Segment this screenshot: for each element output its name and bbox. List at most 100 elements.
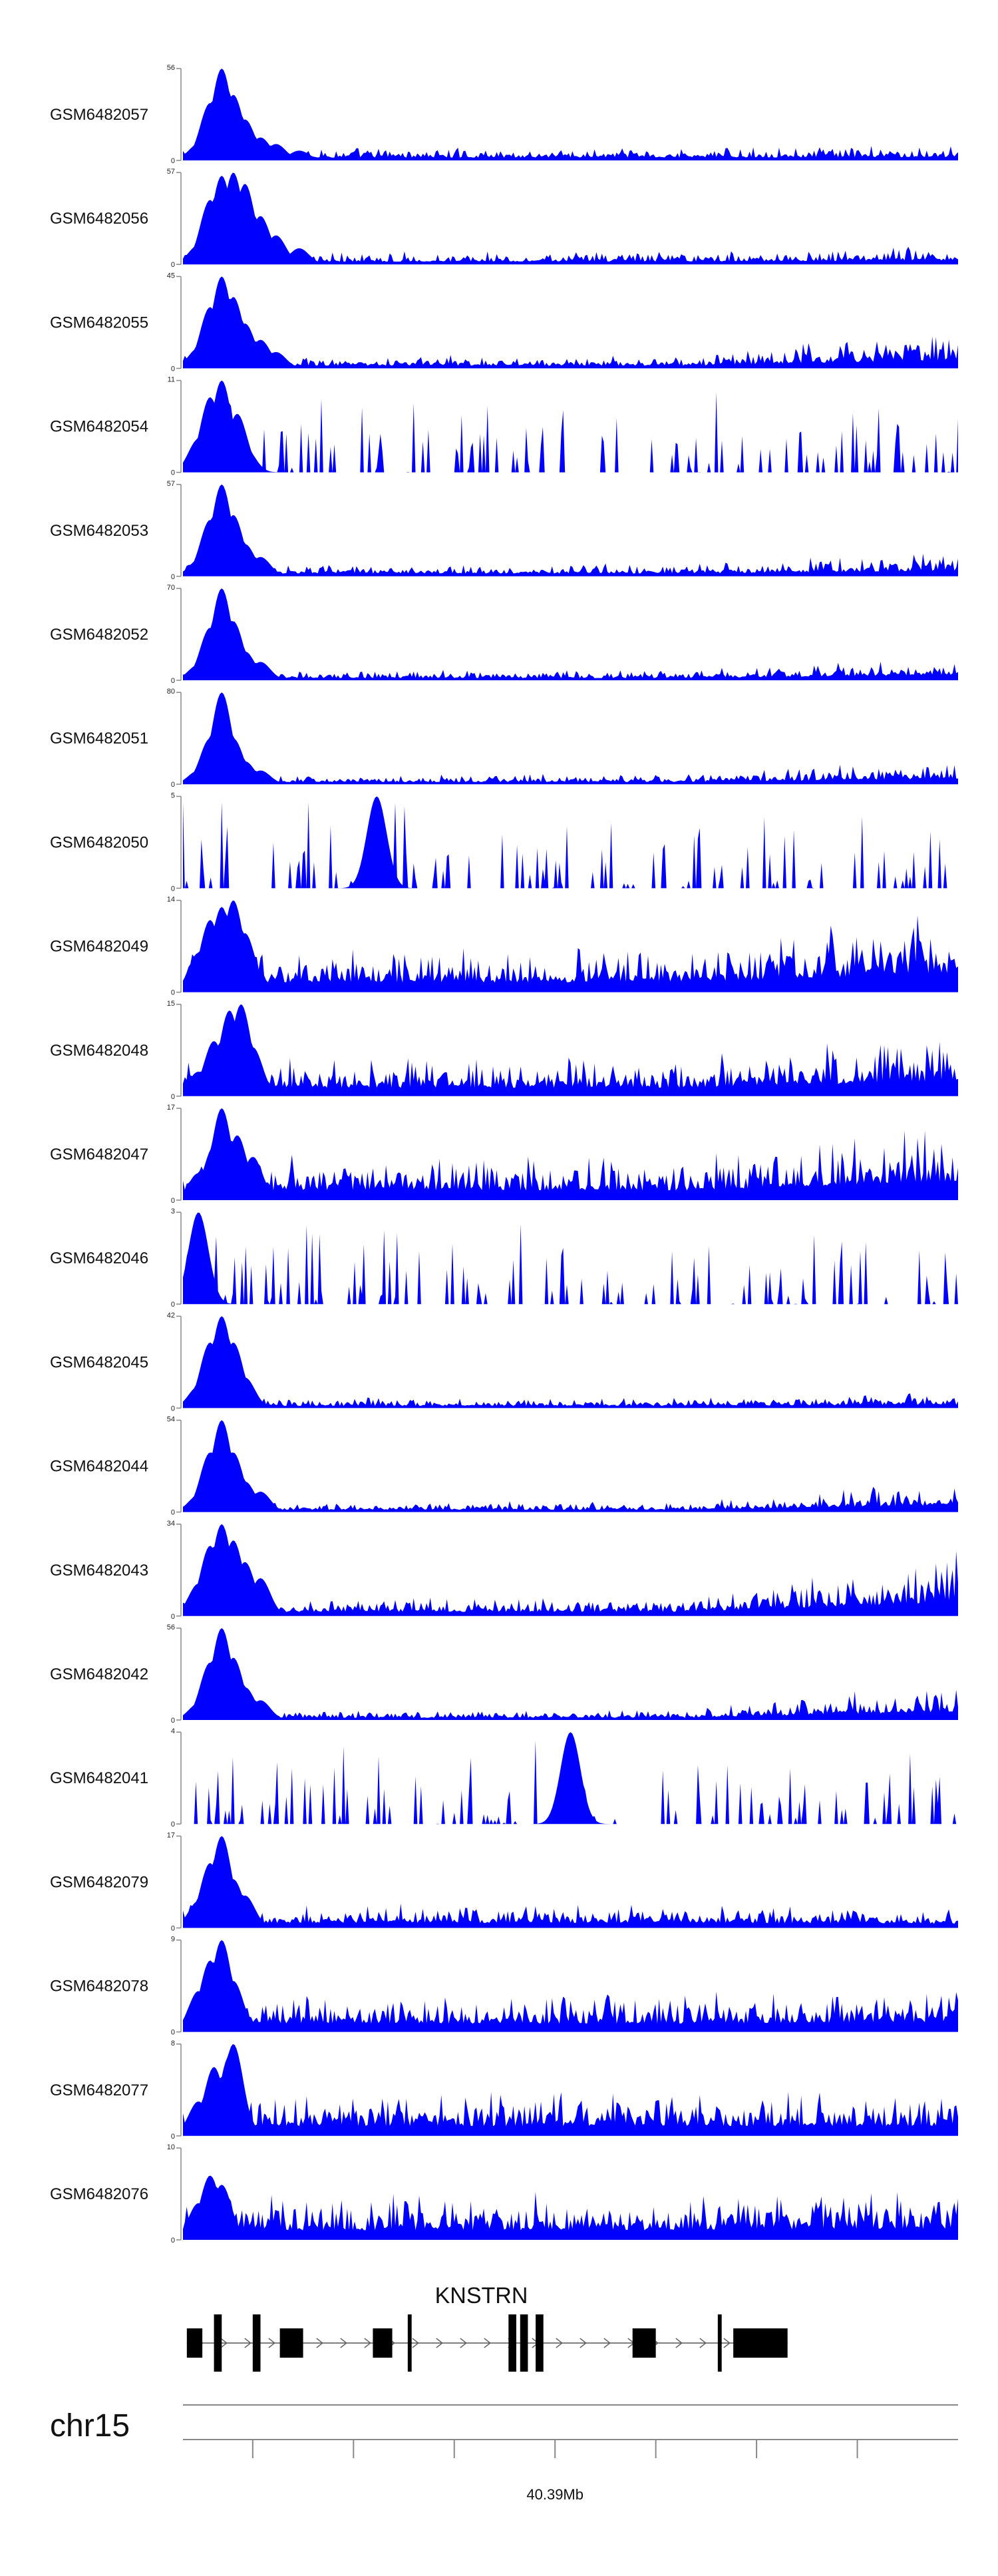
track-GSM6482047: GSM6482047 17 0 xyxy=(50,1104,958,1205)
track-label: GSM6482079 xyxy=(50,1873,148,1891)
chromosome-label: chr15 xyxy=(50,2408,130,2444)
track-GSM6482052: GSM6482052 70 0 xyxy=(50,584,958,685)
gene-exon xyxy=(508,2314,516,2372)
track-ymin-label: 0 xyxy=(171,989,175,997)
track-GSM6482050: GSM6482050 5 0 xyxy=(50,791,958,893)
gene-exon xyxy=(186,2328,203,2358)
coverage-area xyxy=(183,900,958,992)
gene-name-label: KNSTRN xyxy=(435,2283,528,2308)
track-ymin-label: 0 xyxy=(171,2237,175,2245)
track-ymax-label: 17 xyxy=(167,1831,175,1839)
gene-model-track: KNSTRN xyxy=(186,2283,788,2372)
coverage-area xyxy=(183,484,958,576)
track-label: GSM6482048 xyxy=(50,1042,148,1060)
track-ymax-label: 42 xyxy=(167,1311,175,1319)
track-label: GSM6482051 xyxy=(50,730,148,748)
track-ymax-label: 57 xyxy=(167,480,175,488)
track-label: GSM6482043 xyxy=(50,1562,148,1580)
gene-exon xyxy=(279,2328,303,2358)
gene-exon xyxy=(214,2314,222,2372)
track-ymin-label: 0 xyxy=(171,365,175,373)
coverage-tracks: GSM6482057560GSM6482056570GSM6482055450G… xyxy=(50,64,958,2245)
strand-arrow xyxy=(436,2338,444,2348)
track-ymax-label: 45 xyxy=(167,272,175,280)
track-GSM6482057: GSM6482057 56 0 xyxy=(50,64,958,165)
track-ymin-label: 0 xyxy=(171,261,175,269)
track-ymin-label: 0 xyxy=(171,1093,175,1101)
track-label: GSM6482076 xyxy=(50,2185,148,2203)
strand-arrow xyxy=(412,2338,420,2348)
track-ymax-label: 70 xyxy=(167,584,175,592)
track-ymax-label: 4 xyxy=(171,1727,175,1735)
strand-arrow xyxy=(268,2338,276,2348)
strand-arrow xyxy=(244,2338,252,2348)
track-ymin-label: 0 xyxy=(171,677,175,685)
track-ymax-label: 8 xyxy=(171,2039,175,2047)
track-GSM6482056: GSM6482056 57 0 xyxy=(50,168,958,269)
track-GSM6482078: GSM6482078 9 0 xyxy=(50,1936,958,2037)
coverage-area xyxy=(183,1940,958,2032)
track-ymax-label: 56 xyxy=(167,1623,175,1631)
track-label: GSM6482053 xyxy=(50,522,148,540)
track-GSM6482048: GSM6482048 15 0 xyxy=(50,1000,958,1101)
track-ymin-label: 0 xyxy=(171,1613,175,1621)
genome-axis-tick-label: 40.39Mb xyxy=(526,2486,583,2503)
coverage-area xyxy=(183,2175,958,2240)
track-GSM6482055: GSM6482055 45 0 xyxy=(50,272,958,373)
track-GSM6482043: GSM6482043 34 0 xyxy=(50,1520,958,1621)
track-GSM6482051: GSM6482051 80 0 xyxy=(50,688,958,789)
coverage-area xyxy=(183,69,958,160)
genome-axis-track: chr15 40.39Mb xyxy=(50,2404,958,2503)
track-ymax-label: 11 xyxy=(168,376,175,384)
track-label: GSM6482044 xyxy=(50,1458,148,1476)
strand-arrow xyxy=(316,2338,324,2348)
gene-exon xyxy=(407,2314,412,2372)
track-ymin-label: 0 xyxy=(171,1717,175,1725)
strand-arrow xyxy=(699,2338,707,2348)
gene-exon xyxy=(252,2314,261,2372)
gene-exon xyxy=(717,2314,722,2372)
track-ymax-label: 5 xyxy=(171,791,175,799)
coverage-area xyxy=(183,1004,958,1096)
track-ymin-label: 0 xyxy=(171,2029,175,2037)
coverage-area xyxy=(183,588,958,680)
track-GSM6482046: GSM6482046 3 0 xyxy=(50,1207,958,1309)
track-label: GSM6482042 xyxy=(50,1665,148,1683)
strand-arrow xyxy=(340,2338,348,2348)
gene-exon xyxy=(536,2314,544,2372)
track-ymin-label: 0 xyxy=(171,1301,175,1309)
track-label: GSM6482055 xyxy=(50,314,148,331)
track-ymax-label: 56 xyxy=(167,64,175,72)
track-label: GSM6482077 xyxy=(50,2081,148,2099)
coverage-area xyxy=(183,796,958,889)
track-ymax-label: 54 xyxy=(167,1416,175,1424)
track-ymin-label: 0 xyxy=(171,1924,175,1932)
track-ymin-label: 0 xyxy=(171,469,175,477)
strand-arrow xyxy=(460,2338,468,2348)
track-ymin-label: 0 xyxy=(171,1821,175,1828)
track-ymax-label: 9 xyxy=(171,1936,175,1944)
coverage-area xyxy=(183,1420,958,1512)
track-label: GSM6482057 xyxy=(50,106,148,124)
track-label: GSM6482049 xyxy=(50,938,148,956)
coverage-area xyxy=(183,1316,958,1408)
track-label: GSM6482078 xyxy=(50,1978,148,1996)
gene-exon xyxy=(520,2314,528,2372)
coverage-area xyxy=(183,1212,958,1305)
track-GSM6482045: GSM6482045 42 0 xyxy=(50,1311,958,1412)
track-GSM6482053: GSM6482053 57 0 xyxy=(50,480,958,581)
track-label: GSM6482050 xyxy=(50,833,148,851)
track-ymin-label: 0 xyxy=(171,1404,175,1412)
track-ymin-label: 0 xyxy=(171,2133,175,2141)
track-ymax-label: 34 xyxy=(167,1520,175,1528)
gene-exons xyxy=(186,2314,788,2372)
coverage-area xyxy=(183,1836,958,1928)
track-ymax-label: 15 xyxy=(167,1000,175,1008)
track-ymax-label: 3 xyxy=(171,1207,175,1215)
track-label: GSM6482054 xyxy=(50,418,148,436)
track-GSM6482041: GSM6482041 4 0 xyxy=(50,1727,958,1828)
strand-arrow xyxy=(723,2338,731,2348)
coverage-area xyxy=(183,1628,958,1720)
strand-arrow xyxy=(220,2338,228,2348)
